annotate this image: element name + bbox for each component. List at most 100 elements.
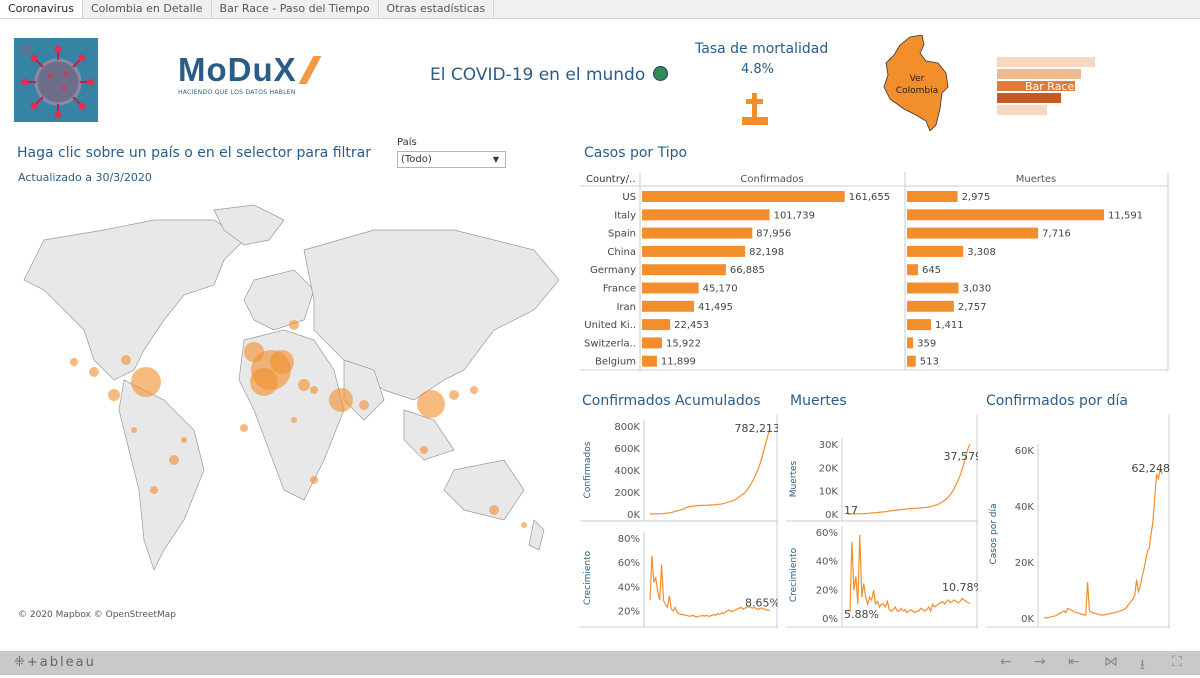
undo-icon[interactable]: ← — [1000, 654, 1012, 670]
end-value-label: 8.65% — [745, 596, 778, 609]
world-map-svg — [23, 204, 560, 571]
tab-colombia-en-detalle[interactable]: Colombia en Detalle — [83, 0, 212, 18]
country-filter-value: (Todo) — [401, 154, 432, 165]
updated-date: Actualizado a 30/3/2020 — [18, 171, 152, 184]
data-label-muertes: 359 — [917, 338, 936, 349]
bar-confirmados — [642, 191, 845, 202]
category-label: Germany — [590, 265, 636, 276]
modux-logo: MoDuX HACIENDO QUE LOS DATOS HABLEN — [178, 52, 338, 104]
crecimiento-confirmados-chart[interactable]: 80% 60% 40% 20% Crecimiento 8.65% — [580, 522, 778, 628]
dashboard-title: El COVID-19 en el mundo — [430, 65, 668, 85]
bar-race-bar-3 — [997, 81, 1075, 91]
y-tick-label: 400K — [614, 466, 640, 477]
crecimiento-muertes-chart[interactable]: 60% 40% 20% 0% Crecimiento 10.78% 5.88% — [786, 522, 978, 628]
bar-confirmados — [642, 337, 662, 349]
data-label-confirmados: 11,899 — [661, 357, 696, 368]
redo-icon[interactable]: → — [1034, 654, 1046, 670]
bar-muertes — [907, 319, 931, 331]
map-attribution: © 2020 Mapbox © OpenStreetMap — [18, 610, 176, 620]
bar-race-bar-2 — [997, 69, 1081, 79]
data-label-muertes: 1,411 — [935, 320, 964, 331]
y-tick-label: 80% — [618, 534, 640, 545]
data-label-confirmados: 22,453 — [674, 320, 709, 331]
confirmados-por-dia-chart[interactable]: 60K 40K 20K 0K Casos por día 62,248 — [986, 414, 1170, 628]
y-tick-label: 200K — [614, 488, 640, 499]
y-tick-label: 60K — [1015, 446, 1035, 457]
tab-otras-estadisticas[interactable]: Otras estadísticas — [379, 0, 495, 18]
tab-coronavirus[interactable]: Coronavirus — [0, 0, 83, 18]
y-axis-label: Confirmados — [583, 441, 593, 498]
muertes-title: Muertes — [790, 393, 847, 409]
tombstone-cross-icon — [740, 90, 770, 126]
y-axis-label: Casos por día — [989, 503, 999, 564]
y-tick-label: 800K — [614, 422, 640, 433]
series-line — [650, 427, 771, 515]
bar-muertes — [907, 191, 958, 202]
y-tick-label: 20% — [816, 585, 838, 596]
end-value-label: 10.78% — [942, 581, 978, 594]
bar-race-bar-4 — [997, 93, 1061, 103]
bar-race-button[interactable]: Bar Race — [997, 57, 1097, 117]
ver-colombia-button[interactable]: Ver Colombia — [880, 34, 954, 132]
bar-muertes — [907, 264, 918, 276]
category-label: Iran — [616, 302, 636, 313]
modux-tagline: HACIENDO QUE LOS DATOS HABLEN — [178, 89, 296, 96]
data-label-confirmados: 45,170 — [703, 284, 738, 295]
bar-race-bar-1 — [997, 57, 1095, 67]
start-value-label: 5.88% — [844, 608, 879, 621]
revert-icon[interactable]: ⇤ — [1068, 654, 1080, 670]
share-icon[interactable]: ⋈ — [1104, 654, 1118, 670]
tableau-logo[interactable]: ⁜+ableau — [14, 655, 96, 670]
start-value-label: 17 — [844, 504, 858, 517]
y-tick-label: 0% — [822, 614, 838, 625]
series-header-confirmados: Confirmados — [740, 174, 803, 185]
world-map[interactable] — [14, 190, 570, 630]
ver-colombia-label: Ver Colombia — [895, 74, 939, 96]
series-line — [1043, 468, 1163, 619]
end-value-label: 37,579 — [944, 450, 979, 463]
y-tick-label: 600K — [614, 444, 640, 455]
end-value-label: 782,213 — [735, 422, 779, 435]
bar-muertes — [907, 355, 916, 367]
y-tick-label: 20K — [819, 463, 839, 474]
bar-muertes — [907, 209, 1105, 221]
data-label-confirmados: 87,956 — [756, 229, 791, 240]
category-label: France — [603, 284, 636, 295]
muertes-chart[interactable]: 30K 20K 10K 0K Muertes 37,579 17 — [786, 414, 978, 522]
y-tick-label: 20K — [1015, 558, 1035, 569]
data-label-muertes: 513 — [920, 357, 939, 368]
bar-muertes — [907, 300, 954, 312]
bar-confirmados — [642, 300, 695, 312]
bar-confirmados — [642, 245, 746, 257]
y-tick-label: 40% — [816, 557, 838, 568]
bar-race-label: Bar Race — [1025, 80, 1075, 93]
country-filter-label: País — [397, 137, 417, 148]
fullscreen-icon[interactable]: ⛶ — [1172, 654, 1182, 670]
category-label: US — [622, 192, 636, 203]
map-instruction: Haga clic sobre un país o en el selector… — [17, 145, 372, 161]
bar-confirmados — [642, 209, 770, 221]
y-tick-label: 0K — [1021, 614, 1034, 625]
dashboard-tab-bar: Coronavirus Colombia en Detalle Bar Race… — [0, 0, 1200, 19]
y-axis-label: Crecimiento — [789, 547, 799, 602]
data-label-confirmados: 15,922 — [666, 338, 701, 349]
series-header-muertes: Muertes — [1016, 174, 1057, 185]
bar-muertes — [907, 337, 914, 349]
category-label: Italy — [614, 210, 636, 221]
casos-por-tipo-chart[interactable]: Country/.. Confirmados Muertes US 161,655 2,9… — [580, 168, 1170, 373]
data-label-muertes: 645 — [922, 265, 941, 276]
bar-confirmados — [642, 264, 726, 276]
confirmados-acumulados-chart[interactable]: 800K 600K 400K 200K 0K Confirmados 782,213 — [580, 414, 778, 522]
data-label-muertes: 3,030 — [963, 284, 992, 295]
globe-icon — [652, 66, 668, 81]
country-filter-select[interactable]: (Todo) ▼ — [397, 151, 506, 168]
bar-confirmados — [642, 227, 753, 239]
download-icon[interactable]: ⭳ — [1140, 657, 1145, 673]
tab-bar-race[interactable]: Bar Race - Paso del Tiempo — [212, 0, 379, 18]
coronavirus-image — [14, 38, 98, 122]
y-axis-label: Crecimiento — [583, 550, 593, 605]
category-label: United Ki.. — [584, 320, 636, 331]
tableau-footer: ⁜+ableau ← → ⇤ ⋈ ⭳ ⛶ — [0, 651, 1200, 675]
bar-confirmados — [642, 355, 657, 367]
y-tick-label: 40K — [1015, 502, 1035, 513]
